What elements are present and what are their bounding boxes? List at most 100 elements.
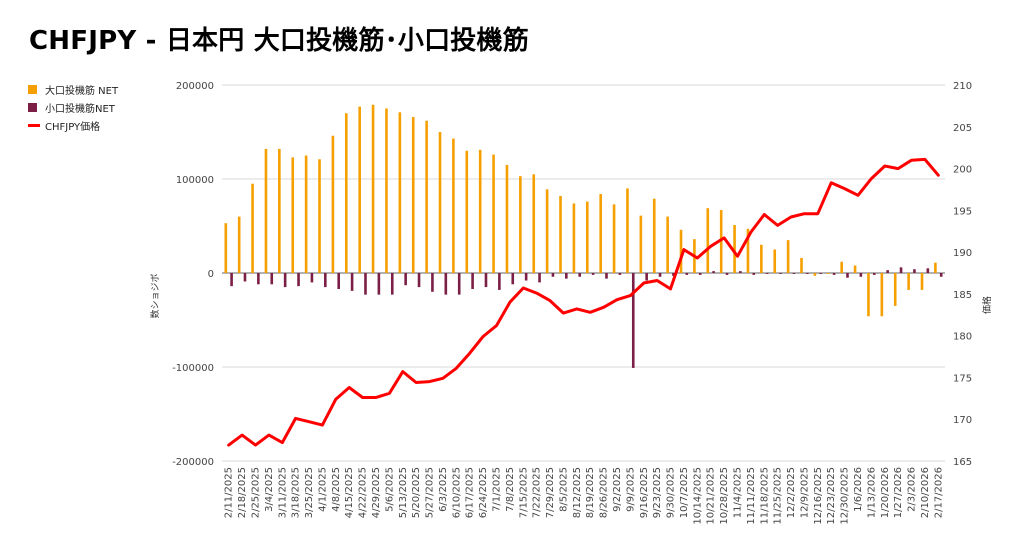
bar-large — [786, 240, 790, 273]
x-tick-label: 5/27/2025 — [425, 467, 436, 518]
bar-small — [484, 273, 488, 288]
y-right-tick-label: 190 — [953, 248, 972, 259]
x-tick-label: 3/4/2025 — [264, 467, 275, 512]
bar-small — [926, 268, 930, 273]
bar-small — [752, 273, 756, 275]
x-tick-label: 7/8/2025 — [505, 467, 516, 512]
y-left-tick-label: 100000 — [176, 175, 214, 186]
x-tick-label: 3/18/2025 — [291, 467, 302, 518]
bar-small — [390, 273, 394, 295]
x-tick-label: 5/20/2025 — [411, 467, 422, 518]
series-line-price — [227, 157, 940, 447]
bar-large — [425, 120, 428, 273]
x-tick-label: 3/11/2025 — [277, 467, 288, 518]
x-tick-label: 11/11/2025 — [746, 467, 757, 525]
bar-small — [538, 273, 541, 283]
x-tick-label: 8/19/2025 — [585, 467, 596, 518]
bar-large — [893, 273, 897, 306]
x-tick-label: 2/18/2025 — [237, 467, 248, 518]
x-tick-label: 9/2/2025 — [612, 467, 623, 512]
bar-large — [237, 216, 241, 273]
legend: 大口投機筋 NET 小口投機筋NET CHFJPY価格 — [28, 80, 118, 134]
bar-large — [411, 116, 415, 274]
x-tick-label: 2/10/2026 — [920, 467, 931, 518]
bar-small — [270, 273, 274, 285]
bar-small — [779, 273, 782, 274]
bar-small — [297, 273, 300, 287]
bar-small — [511, 273, 515, 285]
bar-large — [934, 262, 937, 273]
bar-large — [371, 104, 375, 274]
bar-small — [350, 273, 354, 291]
bar-large — [438, 132, 442, 273]
bar-large — [813, 273, 817, 276]
bar-small — [685, 273, 689, 275]
bar-large — [331, 135, 335, 273]
bar-small — [631, 273, 635, 368]
x-tick-label: 12/30/2025 — [840, 467, 851, 525]
bar-large — [358, 106, 361, 274]
bar-large — [639, 215, 643, 273]
bar-small — [712, 271, 715, 273]
x-tick-label: 8/5/2025 — [558, 467, 569, 512]
x-tick-label: 7/22/2025 — [532, 467, 543, 518]
x-tick-label: 4/8/2025 — [331, 467, 342, 512]
bar-small — [618, 273, 622, 275]
bar-large — [264, 148, 268, 273]
x-tick-label: 12/23/2025 — [826, 467, 837, 525]
y-right-tick-label: 175 — [953, 373, 972, 384]
bar-small — [819, 273, 823, 274]
legend-swatch-price — [28, 123, 40, 127]
bar-large — [679, 229, 683, 273]
bar-small — [457, 273, 461, 295]
x-tick-label: 9/9/2025 — [625, 467, 636, 512]
bar-large — [492, 154, 495, 273]
bar-small — [324, 273, 327, 288]
bar-large — [251, 183, 254, 273]
x-tick-label: 1/20/2026 — [880, 467, 891, 518]
bar-large — [626, 188, 629, 273]
bar-large — [853, 265, 857, 273]
bar-small — [283, 273, 287, 288]
legend-swatch-large — [28, 84, 37, 94]
bar-large — [398, 112, 402, 273]
bar-large — [585, 201, 589, 273]
bar-large — [706, 208, 710, 273]
bar-small — [645, 273, 648, 281]
y-right-axis-title: 価格 — [981, 296, 993, 314]
bar-small — [899, 267, 903, 273]
bar-small — [337, 273, 341, 289]
x-tick-label: 8/12/2025 — [572, 467, 583, 518]
bar-small — [444, 273, 448, 295]
x-tick-label: 7/29/2025 — [545, 467, 556, 518]
legend-swatch-small — [28, 102, 37, 112]
bar-small — [939, 273, 943, 277]
bar-small — [672, 273, 675, 276]
bar-large — [278, 148, 281, 273]
bar-small — [765, 273, 769, 274]
chart-title: CHFJPY - 日本円 大口投機筋･小口投機筋 — [29, 26, 529, 56]
x-tick-label: 2/25/2025 — [250, 467, 261, 518]
y-right-tick-label: 170 — [953, 415, 972, 426]
bar-small — [859, 273, 863, 277]
y-right-tick-label: 185 — [953, 290, 972, 301]
bar-large — [826, 273, 830, 274]
bar-small — [658, 273, 662, 277]
bar-large — [224, 223, 228, 273]
bar-small — [872, 273, 876, 275]
bar-large — [867, 273, 870, 317]
x-tick-label: 1/6/2026 — [853, 467, 864, 512]
bar-small — [698, 273, 702, 275]
bar-small — [565, 273, 568, 279]
bar-small — [551, 273, 555, 277]
bar-large — [465, 150, 469, 273]
bar-large — [559, 195, 562, 273]
y-right-tick-label: 210 — [953, 81, 972, 92]
bar-small — [471, 273, 474, 289]
bar-small — [792, 273, 796, 274]
x-tick-label: 2/17/2026 — [933, 467, 944, 518]
legend-item-small: 小口投機筋NET — [28, 98, 118, 116]
x-tick-label: 4/1/2025 — [317, 467, 328, 512]
bar-small — [832, 273, 836, 275]
